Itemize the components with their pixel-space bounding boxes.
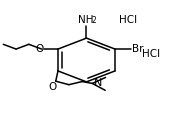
Text: Br: Br: [132, 44, 143, 54]
Text: HCl: HCl: [142, 49, 160, 59]
Text: HCl: HCl: [119, 15, 137, 25]
Text: NH: NH: [78, 15, 93, 25]
Text: O: O: [35, 44, 43, 54]
Text: 2: 2: [91, 16, 96, 25]
Text: N: N: [94, 78, 102, 88]
Text: O: O: [48, 82, 56, 92]
